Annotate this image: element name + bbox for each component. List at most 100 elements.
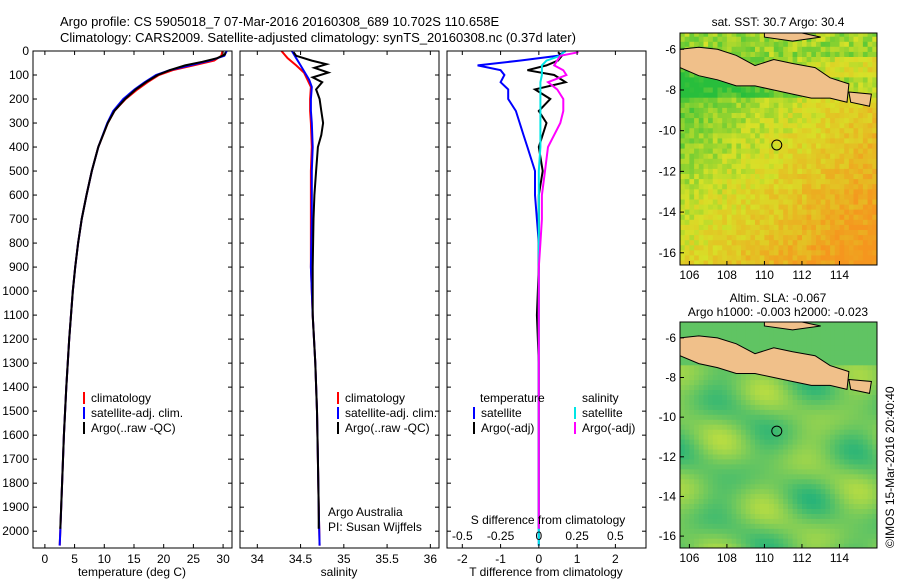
land-bali — [848, 378, 872, 394]
series-line-climatology — [280, 50, 321, 546]
depth-tick-label: 1200 — [2, 332, 29, 346]
map-y-tick-label: -16 — [659, 529, 677, 543]
x-tick-label: 20 — [157, 552, 171, 566]
series-line-temperature-satellite — [477, 50, 567, 546]
s-diff-tick-label: -0.25 — [487, 529, 515, 543]
diff-legend-t-sat: satellite — [481, 406, 522, 420]
map-x-tick-label: 112 — [792, 268, 811, 282]
map-y-tick-label: -16 — [659, 246, 677, 260]
salinity-plot-frame — [239, 50, 440, 549]
temperature-plot-frame — [32, 50, 233, 549]
series-line-argo-raw-qc- — [292, 51, 332, 529]
map-y-tick-label: -10 — [659, 410, 677, 424]
map-frame — [679, 32, 878, 266]
salinity-legend: climatology satellite-adj. clim. Argo(..… — [337, 391, 437, 435]
depth-tick-label: 1000 — [2, 284, 29, 298]
series-line-satellite-adj-clim- — [58, 50, 228, 546]
sla-map-title-line1: Altim. SLA: -0.067 — [730, 291, 827, 305]
map-x-tick-label: 108 — [717, 551, 737, 565]
salinity-panel: 34 34.5 35 35.5 36 salinity climatology sate… — [239, 50, 440, 579]
legend-argo: Argo(..raw -QC) — [91, 421, 176, 435]
map-x-tick-label: 110 — [755, 268, 774, 282]
series-line-salinity-argo-adj- — [537, 51, 579, 529]
diff-legend-salinity-head: salinity — [582, 391, 619, 405]
map-x-tick-label: 108 — [717, 268, 737, 282]
sal-legend-satellite: satellite-adj. clim. — [345, 406, 437, 420]
map-x-tick-label: 106 — [679, 268, 699, 282]
land-north — [763, 322, 821, 331]
map-field — [680, 33, 877, 265]
map-x-tick-label: 114 — [830, 551, 849, 565]
difference-plot-frame — [446, 50, 647, 549]
difference-xlabel: T difference from climatology — [469, 565, 623, 579]
x-tick-label: 35.5 — [375, 552, 399, 566]
s-diff-tick-label: 0 — [536, 529, 543, 543]
map-frame — [679, 321, 878, 549]
land-java — [680, 335, 850, 391]
series-line-argo-raw-qc- — [59, 51, 227, 529]
depth-tick-label: 1700 — [2, 452, 29, 466]
depth-tick-label: 1500 — [2, 404, 29, 418]
depth-tick-label: 500 — [9, 164, 29, 178]
x-tick-label: 5 — [71, 552, 78, 566]
diff-legend-s-argo: Argo(-adj) — [582, 421, 635, 435]
map-y-tick-label: -8 — [665, 371, 676, 385]
x-tick-label: 35 — [337, 552, 351, 566]
sal-legend-argo: Argo(..raw -QC) — [345, 421, 430, 435]
depth-tick-label: 1400 — [2, 380, 29, 394]
map-x-tick-label: 110 — [755, 551, 774, 565]
legend-satellite: satellite-adj. clim. — [91, 406, 183, 420]
map-y-tick-label: -14 — [659, 489, 677, 503]
x-tick-label: 34 — [251, 552, 265, 566]
salinity-xlabel: salinity — [321, 565, 358, 579]
map-y-tick-label: -10 — [659, 124, 677, 138]
map-x-tick-label: 106 — [679, 551, 699, 565]
temperature-panel: 0 5 10 15 20 25 30 010020030040050060070080090… — [2, 44, 646, 579]
depth-tick-label: 1600 — [2, 428, 29, 442]
salinity-note-pi: PI: Susan Wijffels — [328, 520, 422, 534]
depth-tick-label: 2000 — [2, 524, 29, 538]
depth-tick-label: 0 — [22, 44, 29, 58]
x-tick-label: 15 — [127, 552, 141, 566]
difference-legend: temperature salinity satellite Argo(-adj… — [473, 391, 635, 435]
temperature-legend: climatology satellite-adj. clim. Argo(..… — [83, 391, 183, 435]
depth-tick-label: 100 — [9, 68, 29, 82]
x-tick-label: 0 — [536, 552, 543, 566]
depth-tick-label: 700 — [9, 212, 29, 226]
x-tick-label: 2 — [612, 552, 619, 566]
x-tick-label: 25 — [187, 552, 201, 566]
map-x-tick-label: 114 — [830, 268, 849, 282]
map-y-tick-label: -12 — [659, 164, 677, 178]
depth-tick-label: 900 — [9, 260, 29, 274]
diff-legend-temperature-head: temperature — [480, 391, 545, 405]
land-java — [680, 46, 850, 103]
depth-tick-label: 1100 — [3, 308, 29, 322]
map-y-tick-label: -6 — [665, 42, 676, 56]
x-tick-label: 30 — [216, 552, 230, 566]
diff-legend-t-argo: Argo(-adj) — [481, 421, 534, 435]
depth-tick-label: 1800 — [2, 476, 29, 490]
difference-top-label: S difference from climatology — [471, 513, 626, 527]
series-line-satellite-adj-clim- — [291, 50, 321, 546]
s-diff-tick-label: 0.25 — [565, 529, 589, 543]
map-y-tick-label: -8 — [665, 83, 676, 97]
salinity-note-institution: Argo Australia — [328, 505, 403, 519]
float-position-marker — [771, 425, 783, 437]
x-tick-label: 36 — [424, 552, 438, 566]
x-tick-label: 34.5 — [289, 552, 313, 566]
figure-title-line2: Climatology: CARS2009. Satellite-adjuste… — [60, 30, 576, 45]
depth-tick-label: 300 — [9, 116, 29, 130]
diff-legend-s-sat: satellite — [582, 406, 623, 420]
temperature-xlabel: temperature (deg C) — [78, 565, 186, 579]
depth-tick-label: 1300 — [2, 356, 29, 370]
sla-map: 106 108 110 112 114 -6 -8 -10 -12 -14 -16 — [659, 321, 878, 565]
series-line-salinity-satellite — [537, 50, 566, 546]
float-position-marker — [771, 139, 783, 151]
credit-stamp: ©IMOS 15-Mar-2016 20:40:40 — [883, 386, 897, 548]
difference-panel: -2 -1 0 1 2 T difference from climatology S … — [446, 50, 647, 579]
sal-legend-climatology: climatology — [345, 391, 405, 405]
x-tick-label: 1 — [574, 552, 581, 566]
sst-map: 106 108 110 112 114 -6 -8 -10 -12 -14 -16 — [659, 32, 878, 282]
map-y-tick-label: -12 — [659, 450, 677, 464]
land-bali — [848, 91, 872, 107]
